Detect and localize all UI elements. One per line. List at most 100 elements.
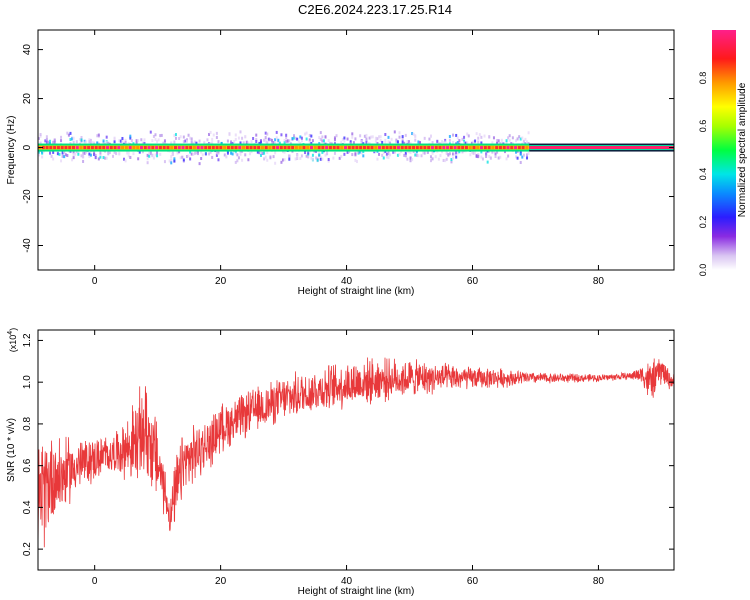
spectrogram-cell [105, 135, 108, 139]
spectrogram-cell [248, 152, 251, 156]
spectrogram-cell [94, 153, 97, 157]
spectrogram-cell [266, 150, 269, 154]
spectrogram-cell [429, 134, 432, 138]
spectrogram-cell [39, 134, 42, 138]
spectrogram-cell [472, 151, 475, 155]
spectrogram-cell [322, 139, 325, 143]
spectrogram-cell [78, 138, 81, 142]
spectrogram-cell [173, 157, 176, 161]
spectrogram-cell [308, 138, 311, 142]
spectrogram-cell [387, 140, 390, 144]
spectrogram-peak-cell [423, 146, 427, 150]
spectrogram-cell [259, 141, 262, 145]
spectrogram-cell [321, 150, 324, 154]
spectrogram-cell [270, 141, 273, 145]
spectrogram-cell [156, 151, 159, 155]
spectrogram-peak-cell [313, 146, 317, 150]
spectrogram-cell [77, 150, 80, 154]
spectrogram-cell [378, 152, 381, 156]
spectrogram-cell [270, 138, 273, 142]
spectrogram-cell [83, 139, 86, 143]
spectrogram-cell [407, 140, 410, 144]
spectrogram-cell [420, 154, 423, 158]
spectrogram-cell [354, 152, 357, 156]
spectrogram-cell [376, 141, 379, 145]
spectrogram-cell [463, 135, 466, 139]
spectrogram-cell [247, 141, 250, 145]
spectrogram-cell [99, 153, 102, 157]
spectrogram-cell [310, 134, 313, 138]
spectrogram-cell [195, 141, 198, 145]
spectrogram-peak-cell [415, 146, 419, 150]
spectrogram-cell [124, 140, 127, 144]
spectrogram-cell [409, 159, 412, 163]
spectrogram-peak-cell [340, 146, 344, 150]
spectrogram-peak-cell [510, 146, 514, 150]
spectrogram-cell [389, 141, 392, 145]
spectrogram-cell [294, 136, 297, 140]
spectrogram-peak-cell [245, 146, 249, 150]
spectrogram-cell [263, 157, 266, 161]
spectrogram-cell [395, 140, 398, 144]
spectrogram-cell [381, 153, 384, 157]
spectrogram-y-ticks: 40 20 0 -20 -40 [22, 44, 674, 253]
spectrogram-cell [466, 132, 469, 136]
spectrogram-cell [39, 133, 42, 137]
spectrogram-cell [365, 133, 368, 137]
spectrogram-cell [453, 152, 456, 156]
spectrogram-cell [348, 150, 351, 154]
spectrogram-cell [496, 141, 499, 145]
spectrogram-cell [333, 138, 336, 142]
spectrogram-cell [522, 153, 525, 157]
spectrogram-cell [477, 140, 480, 144]
snr-y-tick-label: 1.0 [22, 375, 33, 389]
snr-x-tick-label: 40 [341, 576, 353, 587]
spectrogram-cell [217, 140, 220, 144]
colorbar-tick-label: 0.8 [698, 72, 708, 85]
spectrogram-cell [370, 135, 373, 139]
spectrogram-cell [411, 132, 414, 136]
spectrogram-cell [197, 150, 199, 154]
spectrogram-cell [368, 136, 371, 140]
spectrogram-cell [267, 137, 270, 141]
spectrogram-cell [247, 158, 250, 162]
spectrogram-peak-cell [98, 146, 102, 150]
snr-x-tick-label: 20 [215, 576, 227, 587]
spectrogram-cell [72, 150, 75, 154]
spectrogram-cell [448, 152, 451, 156]
spectrogram-cell [351, 132, 354, 136]
spectrogram-cell [463, 141, 466, 145]
spectrogram-cell [163, 160, 166, 164]
spectrogram-peak-cell [208, 146, 212, 150]
spectrogram-cell [259, 153, 262, 157]
spectrogram-cell [500, 138, 503, 142]
spectrogram-peak-cell [336, 146, 340, 150]
spectrogram-cell [121, 138, 124, 142]
spectrogram-cell [321, 135, 324, 139]
spectrogram-cell [252, 136, 255, 140]
spectrogram-cell [329, 141, 332, 145]
spectrogram-peak-cell [53, 146, 57, 150]
spectrogram-cell [503, 150, 506, 154]
spectrogram-cell [307, 155, 310, 159]
spectrogram-cell [52, 150, 55, 154]
snr-y-tick-label: 0.8 [22, 417, 33, 431]
spectrogram-peak-cell [287, 146, 291, 150]
spectrogram-cell [442, 141, 445, 145]
spectrogram-cell [387, 156, 390, 160]
spectrogram-peak-cell [189, 146, 193, 150]
spectrogram-cell [472, 142, 475, 146]
spectrogram-cell [277, 140, 280, 144]
spectrogram-cell [80, 154, 83, 158]
spectrogram-cell [198, 162, 201, 166]
spectrogram-cell [458, 139, 461, 143]
spectrogram-cell [515, 139, 517, 143]
colorbar-tick-label: 0.2 [698, 216, 708, 229]
spectrogram-cell [437, 157, 440, 161]
spectrogram-cell [272, 141, 275, 145]
spectrogram-cell [237, 156, 240, 160]
snr-y-label: SNR (10 * v/v) [6, 418, 17, 482]
spectrogram-cell [88, 140, 91, 144]
spectrogram-cell [505, 141, 508, 145]
spectrogram-peak-cell [412, 146, 416, 150]
